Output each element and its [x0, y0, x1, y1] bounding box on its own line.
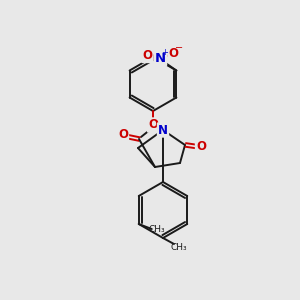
Text: N: N [158, 124, 168, 136]
Text: O: O [168, 47, 178, 60]
Text: O: O [196, 140, 206, 154]
Text: N: N [155, 52, 166, 65]
Text: O: O [148, 118, 158, 131]
Text: O: O [118, 128, 128, 142]
Text: CH₃: CH₃ [148, 226, 165, 235]
Text: CH₃: CH₃ [171, 244, 187, 253]
Text: +: + [161, 48, 168, 57]
Text: −: − [175, 44, 183, 53]
Text: O: O [142, 49, 152, 62]
